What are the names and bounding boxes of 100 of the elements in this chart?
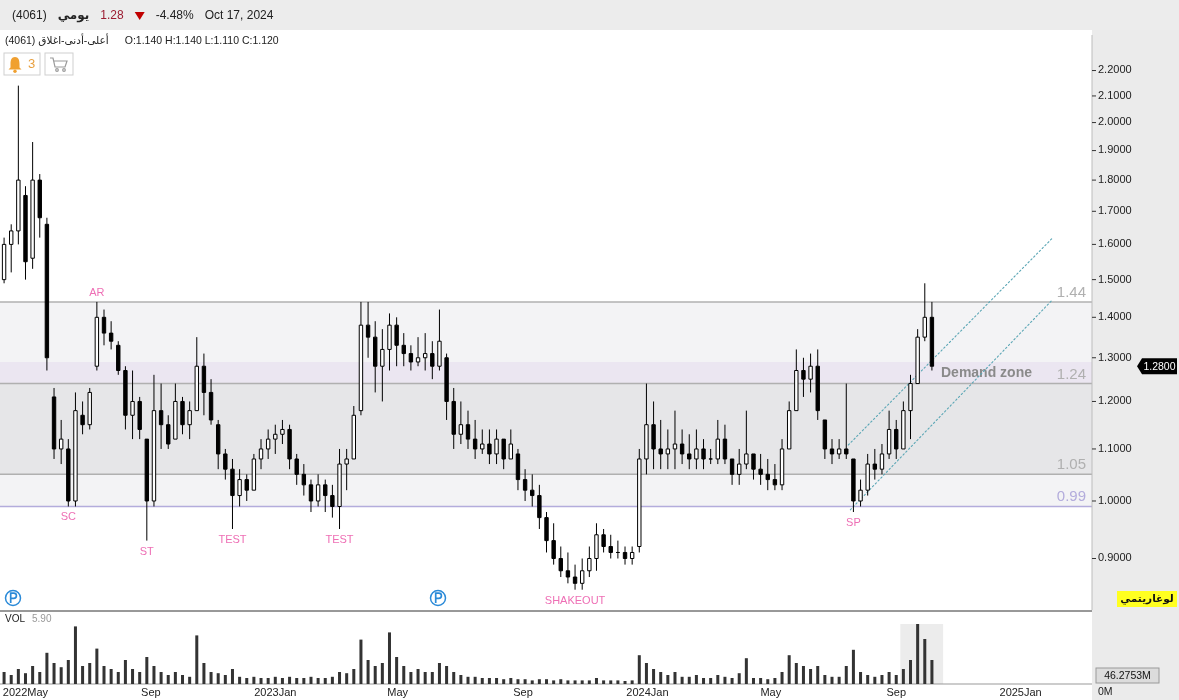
candlestick: [294, 453, 299, 486]
bar: [95, 648, 99, 684]
text: 5.90: [32, 612, 52, 624]
bar: [316, 678, 320, 684]
bar: [744, 658, 748, 684]
x-tick-label: 2024Jan: [626, 685, 669, 698]
candlestick: [273, 424, 278, 455]
bar: [323, 678, 327, 684]
bar: [138, 672, 142, 684]
bar: [152, 666, 156, 684]
bar: [81, 666, 85, 684]
y-tick-label: 1.3000: [1098, 350, 1132, 363]
bar: [537, 679, 541, 684]
candlestick: [394, 316, 399, 367]
bar: [202, 663, 206, 684]
candlestick: [929, 301, 935, 371]
y-tick-label: 1.5000: [1098, 272, 1132, 285]
candlestick: [280, 419, 285, 445]
candlestick: [437, 309, 442, 371]
candlestick: [451, 387, 456, 450]
candlestick: [158, 383, 164, 450]
bar: [502, 679, 506, 684]
candlestick: [344, 448, 349, 491]
text: 1.2800: [1143, 359, 1176, 372]
y-tick-label: 1.9000: [1098, 143, 1132, 156]
candlestick: [865, 453, 870, 497]
candlestick: [572, 564, 578, 591]
candlestick: [587, 546, 592, 578]
candlestick: [66, 438, 71, 507]
candlestick: [9, 223, 14, 273]
candlestick: [758, 453, 763, 486]
candlestick: [408, 344, 414, 371]
y-tick-label: 1.6000: [1098, 237, 1132, 250]
chart-title: (4061): [12, 8, 47, 23]
bar: [280, 678, 284, 684]
ref-line-label: 1.44: [1056, 282, 1086, 300]
candlestick: [351, 405, 356, 460]
bar: [288, 676, 292, 684]
bar: [159, 672, 163, 684]
candlestick: [116, 340, 121, 376]
candlestick: [608, 534, 613, 560]
candlestick: [879, 443, 885, 475]
bar: [587, 680, 591, 684]
bar: [245, 678, 249, 684]
bar: [195, 635, 199, 684]
candlestick: [223, 448, 228, 481]
bar: [338, 672, 342, 684]
candlestick: [665, 428, 671, 470]
bar: [452, 672, 456, 684]
bar: [38, 672, 42, 684]
annotation: (4061) أعلى-أدنى-اغلاق: [5, 32, 109, 46]
bar: [766, 679, 770, 684]
bar: [88, 663, 92, 684]
bar: [166, 675, 170, 684]
bar: [694, 675, 698, 684]
candlestick: [87, 387, 92, 430]
bar: [123, 660, 127, 684]
candlestick: [744, 410, 749, 470]
bar: [923, 639, 927, 684]
candlestick: [123, 365, 128, 430]
candlestick: [872, 448, 878, 481]
candlestick: [672, 410, 678, 470]
candlestick: [251, 453, 257, 491]
bar: [359, 639, 363, 684]
bar: [859, 672, 863, 684]
candlestick: [101, 309, 107, 346]
candlestick: [679, 428, 685, 465]
bar: [630, 680, 634, 684]
bar: [659, 672, 663, 684]
candlestick: [522, 468, 528, 502]
bar: [909, 660, 913, 684]
bar: [416, 669, 420, 684]
candlestick: [166, 414, 171, 450]
candlestick: [430, 340, 435, 380]
bar: [309, 676, 313, 684]
bar: [702, 678, 706, 684]
candlestick: [722, 424, 728, 465]
bar: [901, 669, 905, 684]
candlestick: [886, 410, 892, 460]
candlestick: [323, 479, 328, 513]
bar: [59, 667, 63, 684]
candlestick: [387, 312, 392, 371]
ref-line-label: 1.05: [1056, 455, 1086, 473]
bar: [487, 678, 491, 684]
bar: [573, 680, 577, 684]
candlestick: [137, 396, 142, 440]
y-tick-label: 1.1000: [1098, 441, 1132, 454]
bar: [851, 649, 855, 684]
bar: [259, 678, 263, 684]
bar: [687, 676, 691, 684]
candlestick: [844, 383, 849, 460]
bar: [373, 666, 377, 684]
bar: [102, 666, 106, 684]
x-tick-label: Sep: [886, 685, 907, 698]
bar: [466, 676, 470, 684]
bar: [9, 675, 13, 684]
bar: [238, 676, 242, 684]
bar: [380, 663, 384, 684]
bar: [430, 672, 434, 684]
chart-subtitle: يومي: [57, 8, 90, 24]
